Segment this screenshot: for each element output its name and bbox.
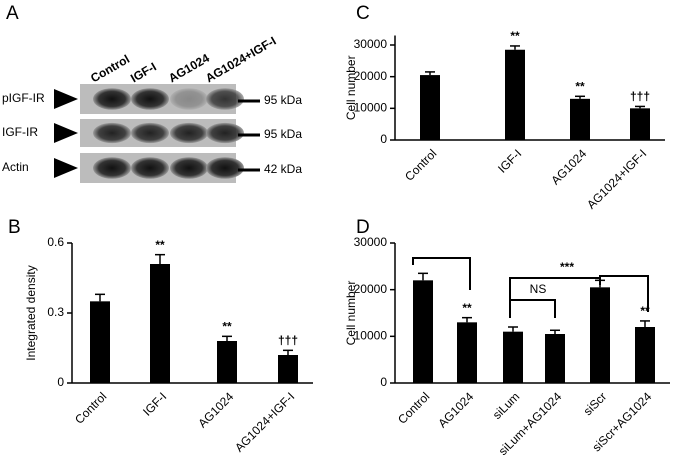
bar [503,331,523,383]
bracket [599,275,649,312]
error-bar [222,335,232,341]
lane-label: Control [88,52,132,85]
size-label: 95 kDa [264,93,302,107]
blot-band [170,157,208,179]
blot-band [206,157,244,179]
size-label: 95 kDa [264,127,302,141]
blot-band [131,157,169,179]
bar [570,98,590,140]
lane-label: IGF-I [128,60,159,86]
x-tick-label: siLum [490,389,523,422]
x-tick-label: AG1024 [548,146,589,187]
panel-label: D [356,217,370,238]
bar [217,341,237,383]
x-tick-label: AG1024+IGF-I [232,389,297,454]
x-tick-label: siScr [581,389,610,418]
bracket [509,277,601,300]
y-tick-label: 20000 [354,69,388,83]
error-bar [640,320,650,327]
bar [278,355,298,383]
y-tick-label: 20000 [354,282,388,296]
error-bar [508,326,518,332]
bracket [509,299,556,318]
significance: ** [222,320,232,334]
blot-band [131,122,169,144]
row-label: Actin [2,160,29,174]
bracket [412,257,471,290]
bar [90,301,110,383]
significance: ** [462,301,472,315]
row-label: IGF-IR [2,125,38,139]
panel-label: B [8,217,21,238]
y-tick-label: 0 [380,132,387,146]
bracket-label: *** [560,260,574,274]
blot-band [93,88,131,110]
bracket-label: NS [530,282,547,296]
y-tick-label: 30000 [354,37,388,51]
y-tick-label: 10000 [354,101,388,115]
error-bar [283,349,293,355]
x-tick-label: IGF-I [140,389,169,418]
arrow [54,123,78,143]
y-axis-label: Cell number [344,281,358,346]
panel-label: A [6,3,19,24]
bar [545,334,565,383]
row-label: pIGF-IR [2,91,45,105]
x-tick-label: IGF-I [495,146,524,175]
bar [635,327,655,383]
error-bar [462,316,472,323]
blot-band [170,122,208,144]
error-bar [510,45,520,50]
error-bar [635,105,645,109]
y-tick-label: 0 [380,375,387,389]
error-bar [95,293,105,302]
lane-label: AG1024 [166,51,212,86]
y-axis-label: Integrated density [24,265,38,360]
y-tick-label: 0 [57,375,64,389]
y-tick-label: 30000 [354,235,388,249]
arrow [54,158,78,178]
blot-band [170,88,208,110]
x-tick-label: Control [402,146,439,183]
significance: ** [640,304,650,318]
arrow [54,89,78,109]
y-tick-label: 10000 [354,329,388,343]
bar [150,264,170,383]
blot-band [206,88,244,110]
lane-label: AG1024+IGF-I [203,34,278,86]
bar [413,280,433,383]
significance: ††† [630,90,650,104]
error-bar [575,95,585,99]
error-bar [418,272,428,281]
blot-band [93,157,131,179]
significance: ** [510,29,520,43]
x-tick-label: AG1024+IGF-I [584,146,649,211]
x-tick-label: AG1024 [435,389,476,430]
bar [457,322,477,383]
error-bar [425,71,435,76]
blot-band [131,88,169,110]
bar [630,108,650,140]
bar [505,49,525,140]
bar [420,75,440,140]
significance: ††† [278,334,298,348]
x-tick-label: AG1024 [195,389,236,430]
error-bar [155,253,165,264]
panel-label: C [356,3,370,24]
significance: ** [575,79,585,93]
size-label: 42 kDa [264,162,302,176]
y-tick-label: 0.3 [47,305,64,319]
x-tick-label: Control [395,389,432,426]
y-axis-label: Cell number [344,55,358,120]
x-tick-label: Control [72,389,109,426]
blot-band [93,122,131,144]
blot-band [206,122,244,144]
error-bar [550,329,560,334]
significance: ** [155,238,165,252]
bar [590,287,610,383]
y-tick-label: 0.6 [47,235,64,249]
